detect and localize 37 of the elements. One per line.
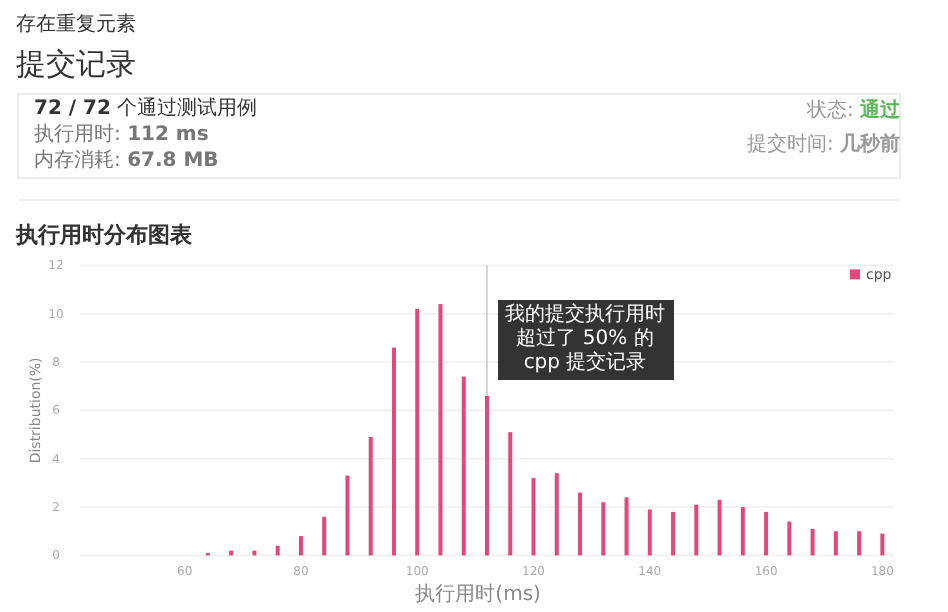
bar	[601, 502, 606, 556]
bar	[624, 497, 629, 556]
bar	[508, 432, 513, 556]
x-axis-title: 执行用时(ms)	[415, 584, 541, 606]
bar	[298, 536, 303, 556]
text: 内存消耗: 67.8 MB	[34, 150, 219, 172]
bar	[415, 308, 420, 556]
bar	[857, 531, 862, 556]
bar	[368, 436, 373, 556]
bar	[485, 395, 489, 556]
bar	[717, 499, 722, 556]
text: 存在重复元素	[16, 14, 136, 36]
chart-title: 执行用时分布图表	[16, 222, 192, 248]
bar	[647, 509, 652, 556]
bar	[275, 545, 280, 556]
bar	[833, 531, 838, 556]
text: 提交时间: 几秒前	[746, 134, 900, 156]
text: 72 / 72 个通过测试用例	[34, 98, 258, 120]
bar	[322, 516, 327, 556]
bar	[787, 521, 792, 556]
bar	[810, 528, 815, 556]
bar	[764, 511, 769, 556]
bar	[554, 473, 559, 556]
text: 执行用时: 112 ms	[34, 124, 209, 146]
bar	[391, 347, 396, 556]
text: 状态: 通过	[806, 100, 900, 122]
bar	[461, 376, 466, 556]
bar	[671, 511, 676, 556]
bar	[438, 304, 443, 556]
bar	[694, 504, 699, 556]
bar	[578, 492, 583, 556]
ref-line-label: 我的提交执行用时超过了 50% 的 cpp 提交记录	[497, 300, 673, 380]
bar	[880, 533, 885, 556]
bar	[345, 475, 350, 556]
text: 提交记录	[16, 46, 136, 82]
bar	[531, 478, 536, 556]
bar	[740, 507, 745, 556]
